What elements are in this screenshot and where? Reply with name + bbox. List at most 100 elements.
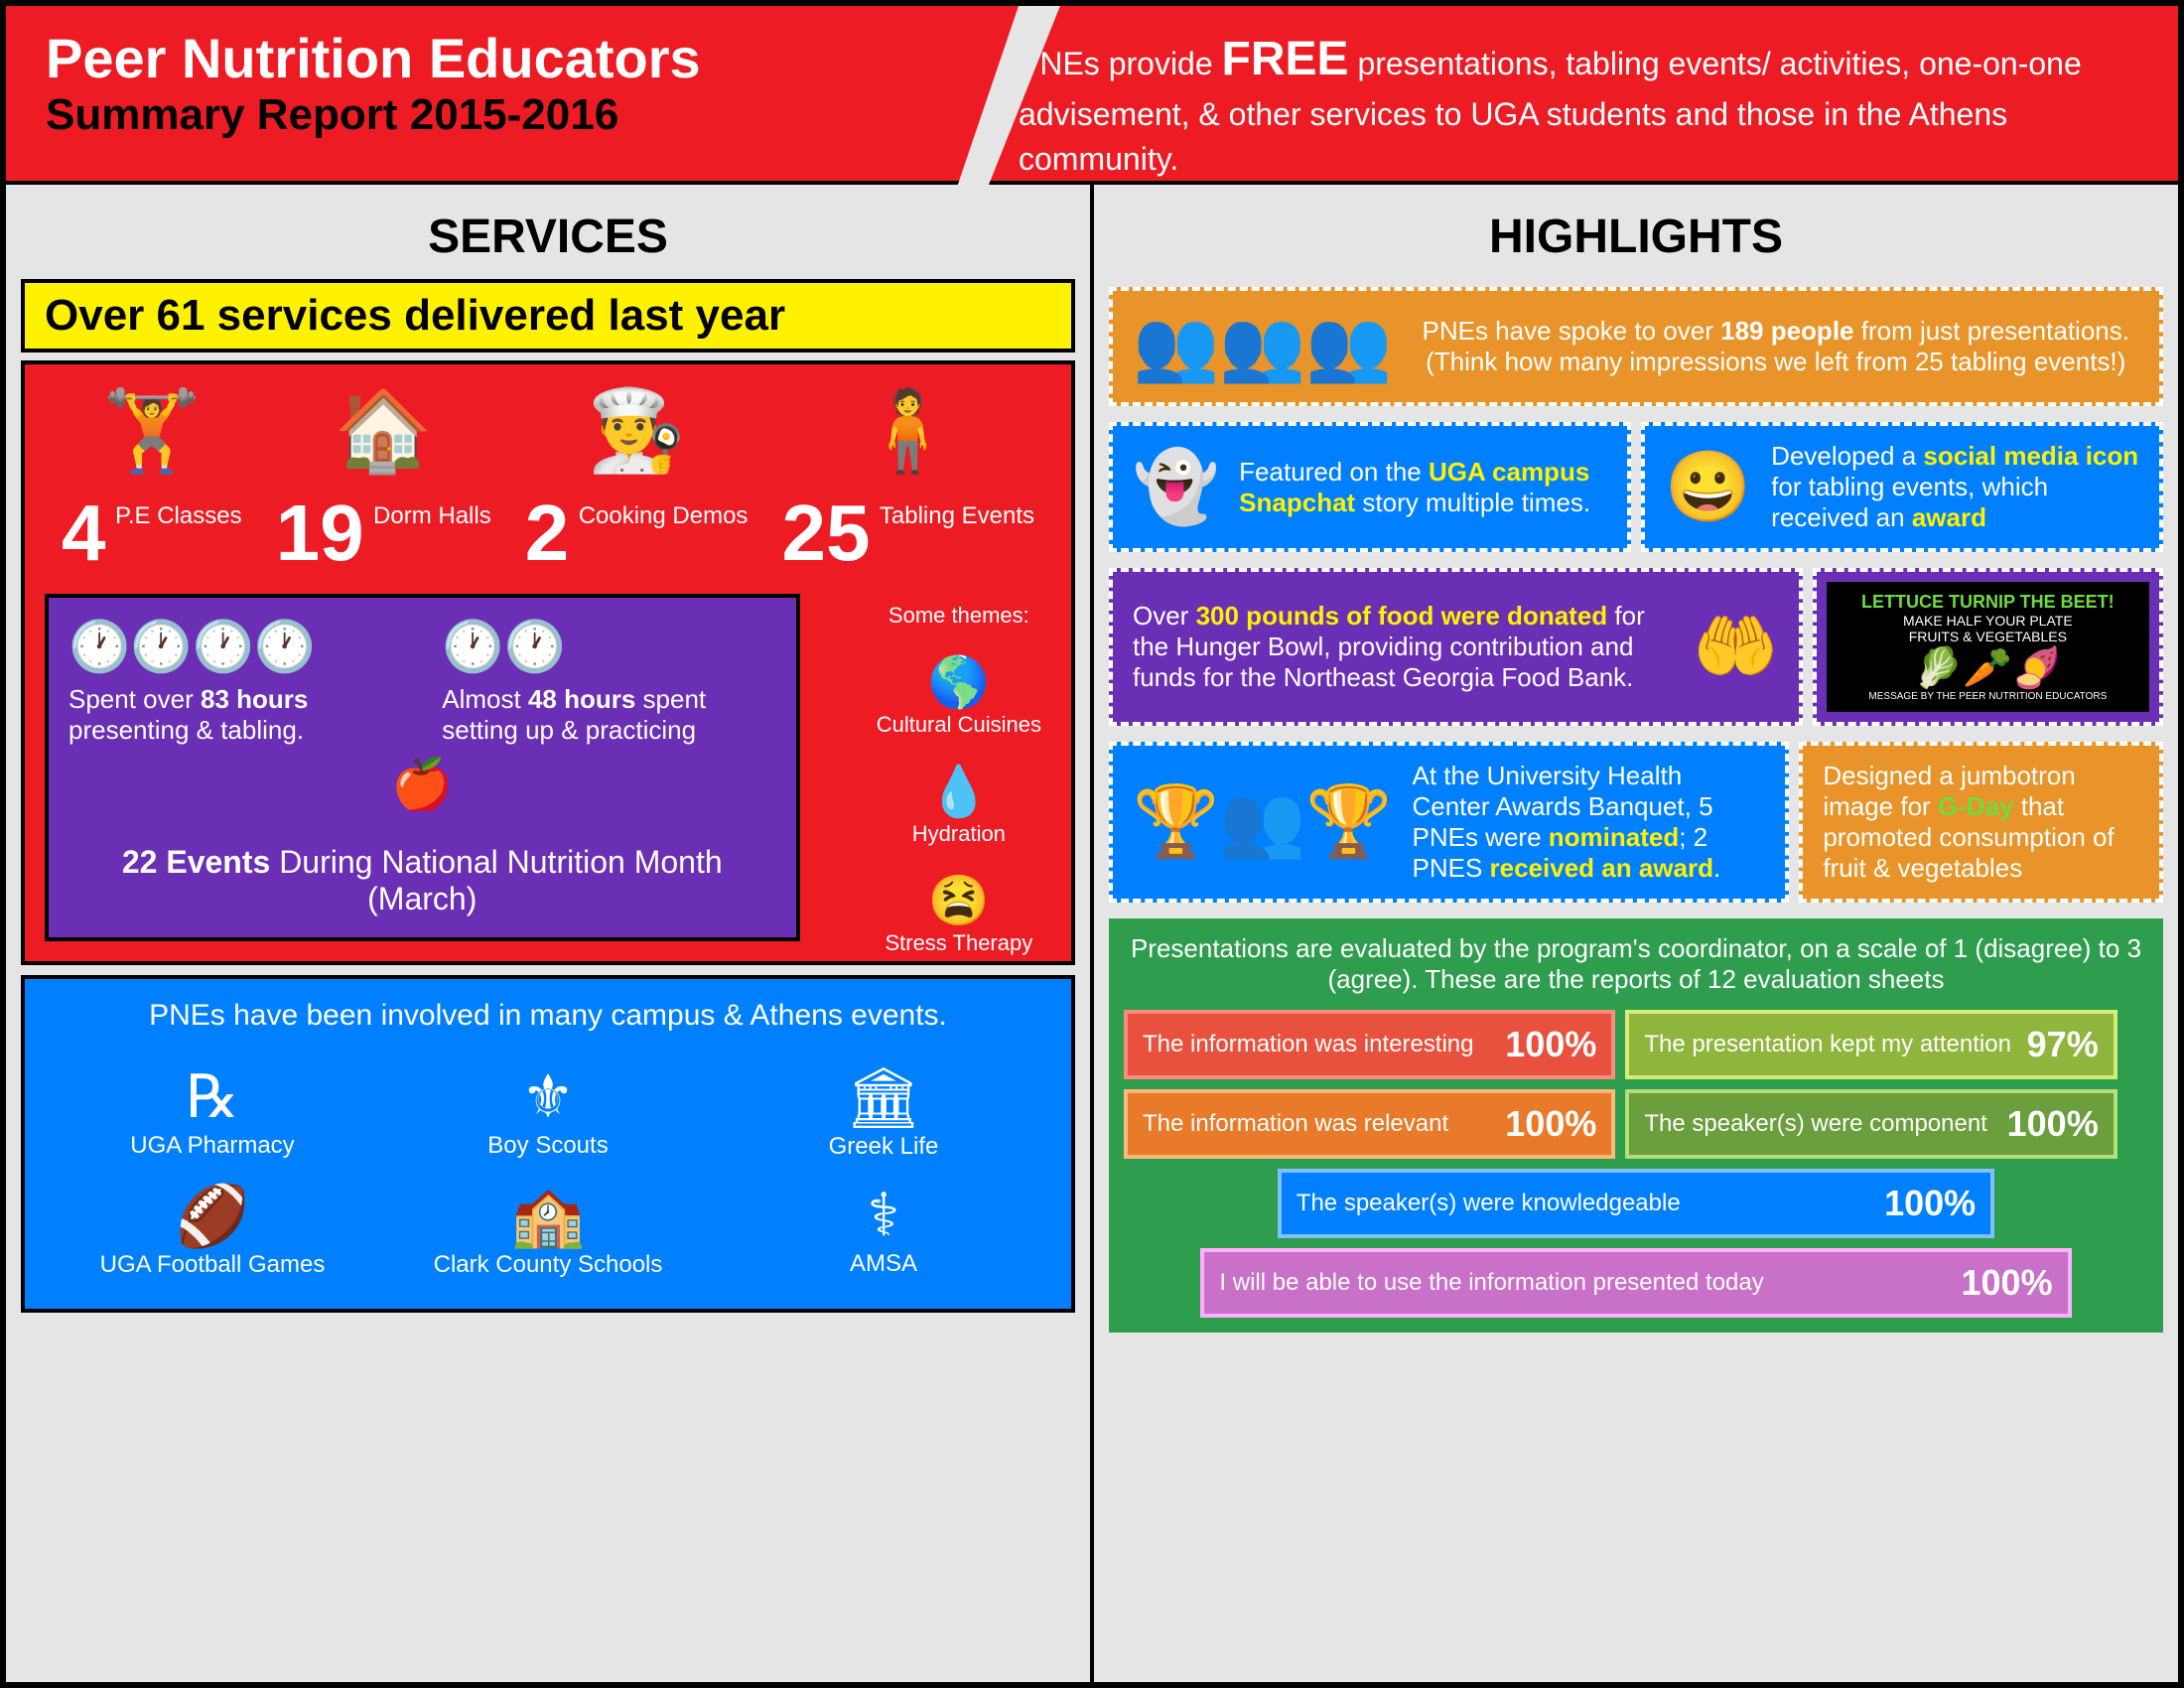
evaluations-box: Presentations are evaluated by the progr… [1109,918,2163,1333]
hours-box: 🕐🕐🕐🕐 Spent over 83 hours presenting & ta… [45,594,800,941]
campus-icon: ⚕ [733,1181,1034,1250]
h1po: presenting & tabling. [68,715,304,745]
campus-clark-county-schools: 🏫Clark County Schools [397,1181,699,1279]
campus-icon: ℞ [62,1062,363,1132]
h3c: for tabling events, which received an [1771,472,2048,532]
service-tabling: 🧍 25 Tabling Events [781,384,1034,579]
img-title: LETTUCE TURNIP THE BEET! [1837,592,2139,613]
services-title: SERVICES [21,195,1075,279]
h4a: Over [1133,601,1196,631]
highlight-awards: 🏆👥🏆 At the University Health Center Awar… [1109,742,1789,903]
img-sub1: MAKE HALF YOUR PLATE [1837,613,2139,629]
svc-lbl-2: Cooking Demos [579,502,749,530]
themes-label: Some themes: [877,603,1041,629]
eval-item-3: The speaker(s) were component100% [1625,1089,2116,1159]
eval-pct: 100% [1884,1183,1976,1224]
trophy-icon: 🏆👥🏆 [1133,781,1392,863]
service-pe: 🏋 4 P.E Classes [62,384,242,579]
e22n: 22 Events [122,844,270,880]
service-dorm: 🏠 19 Dorm Halls [276,384,491,579]
img-sub2: FRUITS & VEGETABLES [1837,629,2139,644]
campus-uga-football-games: 🏈UGA Football Games [62,1181,363,1279]
eval-pct: 100% [2007,1103,2099,1145]
header-left: Peer Nutrition Educators Summary Report … [6,6,1019,185]
theme-cultural: 🌎Cultural Cuisines [877,653,1041,738]
campus-amsa: ⚕AMSA [733,1181,1034,1279]
h4b: 300 pounds of food were donated [1196,601,1608,631]
desc-pre: PNEs provide [1019,46,1222,81]
eval-pct: 100% [1505,1024,1596,1065]
drop-icon: 💧 [877,763,1041,821]
service-cooking: 👨‍🍳 2 Cooking Demos [525,384,749,579]
highlight-people: 👥👥👥 PNEs have spoke to over 189 people f… [1109,287,2163,406]
h1a: PNEs have spoke to over [1423,316,1721,346]
h1d: (Think how many impressions we left from… [1426,347,2125,376]
crowd-icon: 👥👥👥 [1133,306,1392,387]
t1: Hydration [912,821,1006,846]
svc-lbl-0: P.E Classes [115,502,242,530]
highlight-jumbotron-image: LETTUCE TURNIP THE BEET! MAKE HALF YOUR … [1813,568,2163,726]
house-icon: 🏠 [276,384,491,478]
h1c: from just presentations. [1854,316,2129,346]
svc-lbl-3: Tabling Events [880,502,1034,530]
themes-list: Some themes: 🌎Cultural Cuisines 💧Hydrati… [877,603,1041,981]
clock-icon: 🕐🕐🕐🕐 [68,618,402,676]
eval-item-1: The presentation kept my attention 97% [1625,1010,2116,1079]
campus-label: Clark County Schools [434,1251,663,1278]
events-22: 22 Events During National Nutrition Mont… [68,844,776,917]
h1b: 189 people [1720,316,1853,346]
eval-item-2: The information was relevant 100% [1124,1089,1615,1159]
svc-lbl-1: Dorm Halls [373,502,491,530]
mascot-icon: 😀 [1665,447,1751,528]
services-column: SERVICES Over 61 services delivered last… [6,185,1090,1682]
campus-icon: 🏫 [397,1181,699,1251]
campus-icon: 🏈 [62,1181,363,1251]
stress-icon: 😫 [877,872,1041,930]
campus-boy-scouts: ⚜Boy Scouts [397,1062,699,1161]
highlight-food-donation: Over 300 pounds of food were donated for… [1109,568,1803,726]
h1p: Spent over [68,684,201,714]
eval-text: The speaker(s) were knowledgeable [1297,1190,1681,1217]
hours-presenting: 🕐🕐🕐🕐 Spent over 83 hours presenting & ta… [68,618,402,746]
theme-stress: 😫Stress Therapy [877,872,1041,956]
highlight-gday: Designed a jumbotron image for G-Day tha… [1799,742,2163,903]
svc-num-0: 4 [62,488,106,579]
h5b: nominated [1549,822,1679,852]
eval-text: The information was interesting [1143,1031,1474,1058]
campus-uga-pharmacy: ℞UGA Pharmacy [62,1062,363,1161]
campus-label: UGA Football Games [100,1251,326,1278]
barbell-icon: 🏋 [62,384,242,478]
eval-pct: 100% [1505,1103,1596,1145]
e22p: During National Nutrition Month (March) [270,844,722,916]
h1n: 83 hours [201,684,308,714]
campus-icon: 🏛 [733,1062,1034,1133]
campus-greek-life: 🏛Greek Life [733,1062,1034,1161]
eval-pct: 97% [2027,1024,2099,1065]
theme-hydration: 💧Hydration [877,763,1041,847]
h2c: story multiple times. [1355,488,1590,517]
eval-header: Presentations are evaluated by the progr… [1124,933,2148,995]
t0: Cultural Cuisines [877,712,1041,737]
h3b: social media icon [1923,441,2138,471]
header-description: PNEs provide FREE presentations, tabling… [989,6,2178,185]
veggie-icon: 🥬🥕🍠 [1837,644,2139,691]
eval-item-5: I will be able to use the information pr… [1200,1248,2071,1318]
h6b: G-Day [1938,791,2014,821]
svc-num-1: 19 [276,488,364,579]
eval-text: The information was relevant [1143,1110,1448,1138]
highlight-icon-award: 😀 Developed a social media icon for tabl… [1641,422,2163,552]
h2a: Featured on the [1239,457,1429,487]
hands-icon: 🤲 [1693,607,1779,688]
svc-num-3: 25 [781,488,870,579]
eval-item-0: The information was interesting 100% [1124,1010,1615,1079]
clock-icon: 🕐🕐 [442,618,775,676]
h2n: 48 hours [528,684,635,714]
campus-label: Boy Scouts [487,1132,608,1159]
campus-label: Greek Life [829,1133,939,1160]
svc-num-2: 2 [525,488,570,579]
page-subtitle: Summary Report 2015-2016 [46,90,979,140]
highlight-snapchat: 👻 Featured on the UGA campus Snapchat st… [1109,422,1631,552]
h3d: award [1912,502,1986,532]
eval-text: The presentation kept my attention [1644,1031,2011,1058]
campus-label: UGA Pharmacy [130,1132,294,1159]
